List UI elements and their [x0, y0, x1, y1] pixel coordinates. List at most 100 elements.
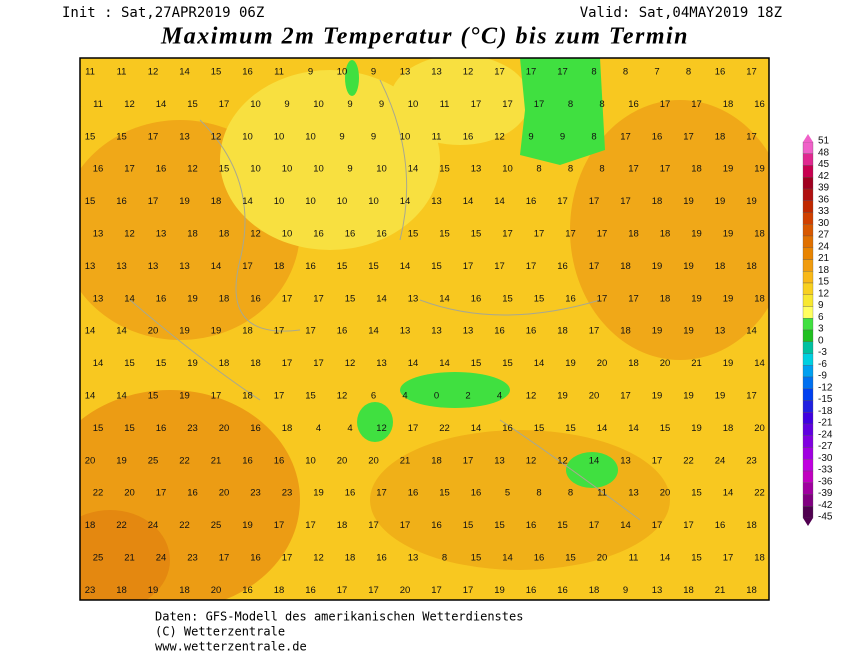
legend-swatch [802, 200, 814, 213]
temperature-value: 19 [187, 293, 198, 304]
temperature-value: 16 [502, 423, 513, 434]
temperature-value: 18 [431, 455, 442, 466]
temperature-value: 10 [274, 131, 285, 142]
temperature-value: 14 [723, 488, 734, 499]
legend-swatch [802, 271, 814, 284]
temperature-value: 17 [620, 196, 631, 207]
legend-arrow-bottom [803, 518, 813, 526]
temperature-value: 15 [305, 391, 316, 402]
temperature-value: 15 [431, 261, 442, 272]
temperature-value: 11 [629, 553, 639, 564]
temperature-value: 14 [179, 67, 190, 78]
temperature-value: 4 [316, 423, 321, 434]
legend-label: 9 [818, 300, 824, 311]
temperature-value: 17 [282, 293, 293, 304]
temperature-value: 19 [494, 585, 505, 596]
temperature-value: 8 [686, 67, 691, 78]
temperature-value: 13 [148, 261, 159, 272]
temperature-value: 16 [526, 520, 537, 531]
temperature-value: 17 [597, 229, 608, 240]
legend-label: 51 [818, 136, 830, 147]
temperature-value: 16 [156, 423, 167, 434]
legend-swatch [802, 177, 814, 190]
temperature-value: 14 [116, 391, 127, 402]
temperature-value: 18 [274, 585, 285, 596]
temperature-value: 14 [400, 196, 411, 207]
temperature-value: 13 [628, 488, 639, 499]
legend-swatch [802, 447, 814, 460]
temperature-value: 16 [471, 488, 482, 499]
temperature-value: 9 [347, 164, 352, 175]
temperature-value: 19 [723, 293, 734, 304]
temperature-value: 9 [371, 67, 376, 78]
temperature-value: 4 [402, 391, 407, 402]
temperature-value: 14 [211, 261, 222, 272]
temperature-value: 12 [376, 423, 387, 434]
temperature-value: 21 [691, 358, 702, 369]
temperature-value: 8 [536, 488, 541, 499]
legend-swatch [802, 165, 814, 178]
temperature-value: 14 [502, 553, 513, 564]
temperature-value: 16 [526, 585, 537, 596]
temperature-value: 9 [339, 131, 344, 142]
temperature-value: 10 [282, 229, 293, 240]
temperature-value: 17 [463, 585, 474, 596]
temperature-value: 15 [219, 164, 230, 175]
legend-swatch [802, 141, 814, 154]
temperature-value: 7 [654, 67, 659, 78]
temperature-value: 9 [284, 99, 289, 110]
legend-label: 21 [818, 253, 830, 264]
temperature-value: 18 [620, 261, 631, 272]
legend-label: 36 [818, 194, 830, 205]
temperature-value: 19 [565, 358, 576, 369]
temperature-value: 14 [85, 391, 96, 402]
temperature-value: 10 [337, 196, 348, 207]
temperature-value: 16 [156, 293, 167, 304]
temperature-value: 8 [623, 67, 628, 78]
temperature-value: 14 [746, 326, 757, 337]
temperature-value: 17 [526, 67, 537, 78]
legend-label: 45 [818, 159, 830, 170]
temperature-value: 15 [691, 488, 702, 499]
temperature-value: 16 [715, 67, 726, 78]
temperature-value: 17 [376, 488, 387, 499]
temperature-value: 19 [691, 293, 702, 304]
temperature-value: 17 [471, 99, 482, 110]
temperature-value: 17 [723, 553, 734, 564]
temperature-value: 17 [337, 585, 348, 596]
legend-label: -36 [818, 476, 833, 487]
temperature-value: 17 [408, 423, 419, 434]
temperature-value: 17 [494, 261, 505, 272]
legend-label: 3 [818, 324, 824, 335]
temperature-value: 13 [431, 196, 442, 207]
temperature-value: 13 [715, 326, 726, 337]
legend-label: -18 [818, 406, 833, 417]
temperature-value: 17 [305, 326, 316, 337]
legend-label: 30 [818, 218, 830, 229]
temperature-value: 20 [754, 423, 765, 434]
temperature-value: 17 [431, 585, 442, 596]
temperature-value: 10 [376, 164, 387, 175]
legend-label: 27 [818, 230, 830, 241]
temperature-value: 11 [440, 99, 450, 110]
temperature-value: 16 [534, 553, 545, 564]
temperature-value: 19 [715, 196, 726, 207]
temperature-value: 8 [568, 164, 573, 175]
legend-label: -9 [818, 371, 827, 382]
temperature-value: 17 [148, 131, 159, 142]
legend-label: -15 [818, 394, 833, 405]
temperature-value: 17 [652, 520, 663, 531]
temperature-value: 15 [660, 423, 671, 434]
temperature-value: 17 [589, 196, 600, 207]
temperature-value: 18 [746, 520, 757, 531]
temperature-value: 17 [589, 520, 600, 531]
temperature-value: 17 [746, 131, 757, 142]
temperature-value: 9 [560, 131, 565, 142]
temperature-value: 17 [620, 391, 631, 402]
legend-swatch [802, 353, 814, 366]
temperature-value: 18 [85, 520, 96, 531]
temperature-value: 15 [85, 131, 96, 142]
temperature-value: 13 [431, 326, 442, 337]
temperature-value: 17 [534, 229, 545, 240]
